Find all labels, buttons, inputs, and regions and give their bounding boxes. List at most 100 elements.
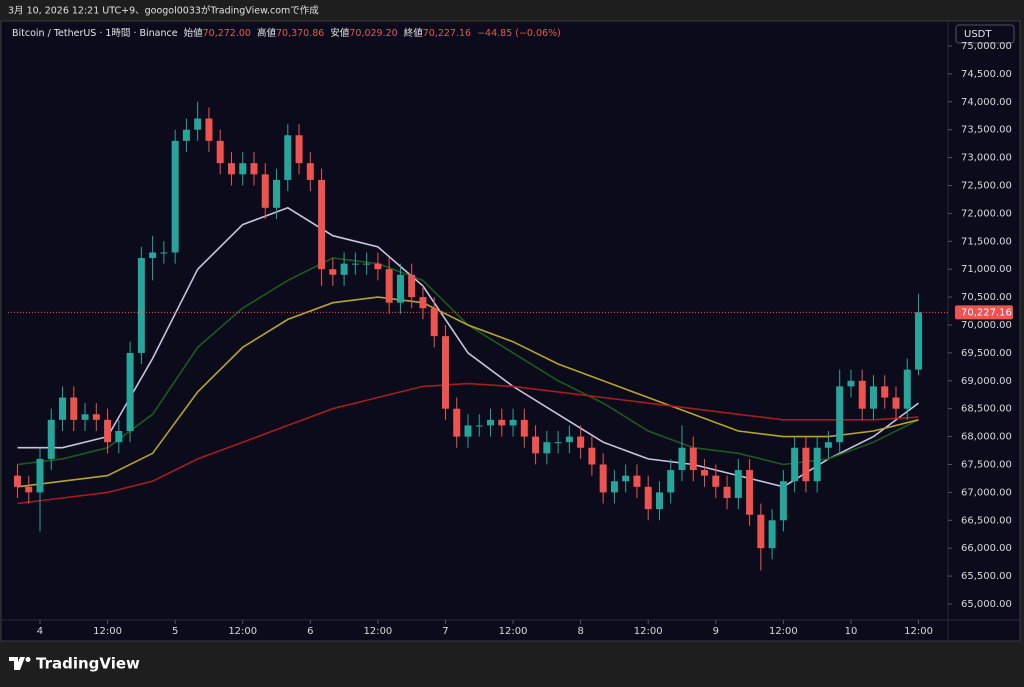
y-tick-label: 67,000.00 [961, 487, 1012, 498]
candle-body [453, 408, 461, 437]
ohlc-label: 安値 [330, 27, 350, 39]
ohlc-value: 70,370.86 [276, 28, 324, 39]
x-tick-label: 10 [845, 626, 858, 637]
candle-body [881, 386, 889, 398]
candle-body [385, 269, 393, 303]
candle-body [509, 419, 517, 426]
symbol-legend: Bitcoin / TetherUS · 1時間 · Binance 始値 70,2… [12, 27, 561, 39]
y-tick-label: 73,500.00 [961, 125, 1012, 136]
candle-body [149, 252, 157, 259]
y-tick-label: 69,500.00 [961, 348, 1012, 359]
candle-body [869, 386, 877, 409]
ohlc-label: 始値 [184, 27, 204, 39]
logo-icon [9, 657, 25, 670]
candle-body [655, 492, 663, 510]
candle-body [858, 380, 866, 409]
candle-body [306, 163, 314, 180]
y-tick-label: 71,000.00 [961, 264, 1012, 275]
candle-body [36, 458, 44, 493]
x-tick-label: 9 [713, 626, 719, 637]
candle-body [160, 252, 168, 254]
candle-body [351, 263, 359, 265]
x-tick-label: 12:00 [499, 626, 528, 637]
candle-body [565, 436, 573, 443]
currency[interactable]: USDT [964, 29, 992, 40]
candle-body [824, 442, 832, 448]
candle-body [836, 386, 844, 443]
candle-body [464, 425, 472, 437]
y-tick-label: 72,000.00 [961, 208, 1012, 219]
candle-body [408, 274, 416, 298]
x-tick-label: 12:00 [228, 626, 257, 637]
chart-panel [0, 20, 1021, 642]
candle-body [689, 447, 697, 471]
candle-body [701, 470, 709, 476]
candle-body [723, 486, 731, 498]
candle-body [419, 297, 427, 309]
y-tick-label: 74,000.00 [961, 97, 1012, 108]
y-tick-label: 75,000.00 [961, 41, 1012, 52]
brand: TradingView [36, 655, 140, 673]
candle-body [47, 419, 55, 459]
candle-body [126, 352, 134, 432]
candle-body [329, 269, 337, 275]
candle-body [261, 174, 269, 208]
candle-body [813, 447, 821, 482]
candle-body [475, 425, 483, 427]
candle-body [441, 336, 449, 409]
candle-body [712, 475, 720, 487]
candle-body [25, 486, 33, 493]
logo-icon [25, 657, 31, 662]
y-tick-label: 65,000.00 [961, 599, 1012, 610]
candle-body [757, 514, 765, 549]
candle-body [543, 442, 551, 454]
candle-body [532, 436, 540, 454]
x-tick-label: 7 [442, 626, 448, 637]
y-tick-label: 72,500.00 [961, 180, 1012, 191]
candle-body [295, 135, 303, 164]
y-tick-label: 69,000.00 [961, 376, 1012, 387]
candle-body [678, 447, 686, 471]
ohlc-value: 70,227.16 [423, 28, 471, 39]
candle-body [554, 442, 562, 444]
y-tick-label: 71,500.00 [961, 236, 1012, 247]
x-tick-label: 12:00 [93, 626, 122, 637]
candle-body [498, 419, 506, 426]
candle-body [892, 397, 900, 409]
x-tick-label: 12:00 [363, 626, 392, 637]
candle-body [768, 520, 776, 549]
symbol: Bitcoin / TetherUS · 1時間 · Binance [12, 28, 178, 39]
candle-body [430, 308, 438, 337]
candle-body [633, 475, 641, 487]
x-tick-label: 12:00 [904, 626, 933, 637]
candle-body [588, 447, 596, 465]
candle-body [115, 431, 123, 443]
y-tick-label: 70,500.00 [961, 292, 1012, 303]
y-tick-label: 67,500.00 [961, 459, 1012, 470]
candle-body [577, 436, 585, 448]
candle-body [92, 414, 100, 420]
candle-body [194, 118, 202, 130]
candle-body [104, 419, 112, 443]
y-tick-label: 74,500.00 [961, 69, 1012, 80]
x-tick-label: 12:00 [634, 626, 663, 637]
candle-body [903, 369, 911, 409]
x-tick-label: 8 [577, 626, 583, 637]
candle-body [599, 464, 607, 493]
ohlc-label: 終値 [404, 27, 424, 39]
y-tick-label: 70,000.00 [961, 320, 1012, 331]
candle-body [59, 397, 67, 420]
candle-body [81, 414, 89, 420]
y-tick-label: 66,500.00 [961, 515, 1012, 526]
candle-body [734, 470, 742, 498]
currency-box[interactable] [955, 24, 1015, 44]
candle-body [847, 380, 855, 387]
last-price-box [955, 305, 1013, 320]
candle-body [622, 475, 630, 482]
candle-body [746, 470, 754, 515]
candle-body [610, 481, 618, 493]
logo [9, 657, 31, 670]
candle-body [667, 470, 675, 493]
x-tick-label: 12:00 [769, 626, 798, 637]
candle-body [205, 118, 213, 141]
